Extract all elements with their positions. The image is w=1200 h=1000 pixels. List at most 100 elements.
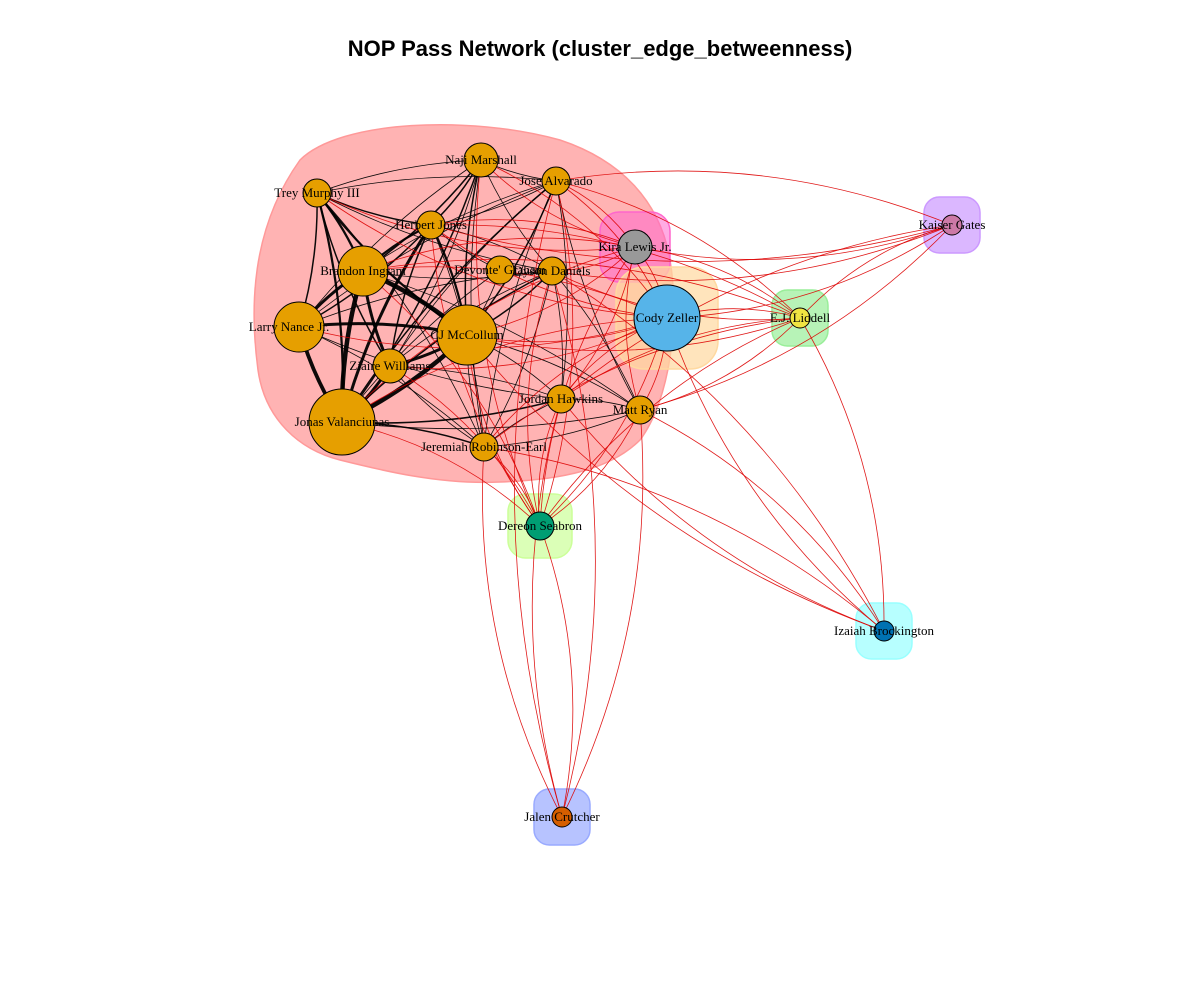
edge-cody-zeller-ziaire-williams: [389, 317, 668, 370]
node-label-dereon-seabron: Dereon Seabron: [498, 518, 583, 533]
edge-kaiser-gates-herbert-jones: [430, 224, 953, 262]
edge-jose-alvarado-brandon-ingram: [362, 180, 557, 272]
node-label-brandon-ingram: Brandon Ingram: [320, 263, 406, 278]
edge-jalen-crutcher-jose-alvarado: [514, 180, 563, 818]
edge-dereon-seabron-matt-ryan: [539, 409, 641, 527]
node-label-ziaire-williams: Ziaire Williams: [349, 358, 430, 373]
node-label-izaiah-brockington: Izaiah Brockington: [834, 623, 934, 638]
node-herbert-jones[interactable]: [416, 210, 446, 240]
node-dyson-daniels[interactable]: [537, 256, 567, 286]
edge-dereon-seabron-jalen-crutcher: [539, 525, 574, 818]
edge-cody-zeller-izaiah-brockington: [666, 317, 885, 632]
node-label-kira-lewis-jr: Kira Lewis Jr.: [598, 239, 671, 254]
node-cj-mccollum[interactable]: [436, 304, 498, 366]
node-label-herbert-jones: Herbert Jones: [395, 217, 467, 232]
node-label-jose-alvarado: Jose Alvarado: [519, 173, 592, 188]
edge-jordan-hawkins-larry-nance-jr: [298, 326, 562, 400]
edge-matt-ryan-brandon-ingram: [362, 270, 641, 411]
node-devonte-graham[interactable]: [485, 255, 515, 285]
node-label-kaiser-gates: Kaiser Gates: [919, 217, 986, 232]
edge-dereon-seabron-jordan-hawkins: [538, 398, 562, 527]
edge-kira-lewis-jr-naji-marshall: [480, 159, 636, 248]
node-label-jalen-crutcher: Jalen Crutcher: [524, 809, 600, 824]
node-trey-murphy-iii[interactable]: [302, 178, 332, 208]
node-larry-nance-jr[interactable]: [273, 301, 325, 353]
node-label-larry-nance-jr: Larry Nance Jr.: [249, 319, 330, 334]
node-label-matt-ryan: Matt Ryan: [613, 402, 668, 417]
edge-dereon-seabron-dyson-daniels: [527, 270, 553, 527]
edge-jeremiah-robinson-earl-trey-murphy-iii: [316, 192, 485, 448]
node-cody-zeller[interactable]: [633, 284, 701, 352]
node-jonas-valanciunas[interactable]: [308, 388, 376, 456]
node-kira-lewis-jr[interactable]: [617, 229, 653, 265]
edge-izaiah-brockington-jeremiah-robinson-earl: [483, 446, 885, 632]
edge-kira-lewis-jr-herbert-jones: [430, 219, 636, 248]
edge-matt-ryan-jonas-valanciunas: [341, 409, 641, 430]
node-naji-marshall[interactable]: [463, 142, 499, 178]
node-label-devonte-graham: Devonte' Graham: [454, 262, 546, 277]
edge-jeremiah-robinson-earl-jose-alvarado: [483, 180, 557, 448]
node-kaiser-gates[interactable]: [941, 214, 963, 236]
edge-jeremiah-robinson-earl-naji-marshall: [470, 159, 485, 448]
edge-kira-lewis-jr-brandon-ingram: [362, 237, 636, 272]
edge-e-j-liddell-dereon-seabron: [539, 317, 801, 527]
edge-jose-alvarado-herbert-jones: [430, 180, 557, 226]
edge-trey-murphy-iii-dyson-daniels: [316, 192, 553, 272]
edge-trey-murphy-iii-jose-alvarado: [316, 176, 557, 194]
edge-kaiser-gates-dyson-daniels: [551, 224, 953, 282]
node-label-dyson-daniels: Dyson Daniels: [514, 263, 591, 278]
edge-izaiah-brockington-jordan-hawkins: [560, 398, 885, 632]
node-brandon-ingram[interactable]: [337, 245, 389, 297]
node-jose-alvarado[interactable]: [541, 166, 571, 196]
chart-title: NOP Pass Network (cluster_edge_betweenne…: [347, 36, 853, 61]
node-jalen-crutcher[interactable]: [551, 806, 573, 828]
node-izaiah-brockington[interactable]: [873, 620, 895, 642]
edge-kira-lewis-jr-trey-murphy-iii: [316, 192, 636, 251]
edge-jalen-crutcher-jeremiah-robinson-earl: [482, 446, 563, 818]
edge-kira-lewis-jr-e-j-liddell: [634, 246, 801, 319]
edge-dereon-seabron-jose-alvarado: [539, 180, 574, 527]
edge-dereon-seabron-brandon-ingram: [362, 270, 541, 527]
node-label-cody-zeller: Cody Zeller: [636, 310, 699, 325]
edge-jose-alvarado-ziaire-williams: [389, 180, 557, 367]
edge-e-j-liddell-jeremiah-robinson-earl: [483, 317, 801, 448]
node-layer: [273, 142, 963, 828]
edge-izaiah-brockington-cj-mccollum: [466, 334, 885, 632]
cluster-hulls: [253, 123, 981, 846]
edge-izaiah-brockington-dyson-daniels: [551, 270, 885, 632]
edge-kaiser-gates-jose-alvarado: [555, 170, 953, 226]
edge-jalen-crutcher-dyson-daniels: [551, 270, 596, 818]
edge-jalen-crutcher-matt-ryan: [561, 409, 644, 818]
node-label-trey-murphy-iii: Trey Murphy III: [274, 185, 359, 200]
edge-e-j-liddell-brandon-ingram: [362, 259, 801, 319]
edge-cody-zeller-kaiser-gates: [666, 224, 953, 319]
node-jeremiah-robinson-earl[interactable]: [469, 432, 499, 462]
edge-kaiser-gates-matt-ryan: [639, 224, 953, 411]
edge-jordan-hawkins-ziaire-williams: [389, 365, 562, 400]
edge-naji-marshall-jonas-valanciunas: [341, 159, 482, 423]
edge-herbert-jones-dyson-daniels: [430, 224, 553, 272]
edge-jose-alvarado-jordan-hawkins: [555, 180, 568, 400]
node-jordan-hawkins[interactable]: [546, 384, 576, 414]
edge-kira-lewis-jr-dereon-seabron: [539, 246, 636, 527]
edge-matt-ryan-dyson-daniels: [551, 270, 641, 411]
node-ziaire-williams[interactable]: [372, 348, 408, 384]
edge-cody-zeller-jonas-valanciunas: [341, 317, 668, 423]
node-label-jonas-valanciunas: Jonas Valanciunas: [295, 414, 390, 429]
edge-naji-marshall-larry-nance-jr: [298, 159, 482, 328]
edge-naji-marshall-trey-murphy-iii: [316, 159, 482, 194]
edge-jalen-crutcher-jordan-hawkins: [531, 398, 563, 818]
edge-jose-alvarado-larry-nance-jr: [298, 180, 557, 328]
edge-e-j-liddell-izaiah-brockington: [799, 317, 885, 632]
edge-cody-zeller-brandon-ingram: [362, 266, 668, 319]
node-matt-ryan[interactable]: [625, 395, 655, 425]
node-dereon-seabron[interactable]: [525, 511, 555, 541]
edge-dereon-seabron-herbert-jones: [430, 224, 541, 527]
node-label-jeremiah-robinson-earl: Jeremiah Robinson-Earl: [421, 439, 547, 454]
edge-cody-zeller-trey-murphy-iii: [316, 192, 668, 319]
node-label-cj-mccollum: CJ McCollum: [430, 327, 503, 342]
edge-e-j-liddell-cj-mccollum: [466, 317, 801, 351]
node-e-j-liddell[interactable]: [789, 307, 811, 329]
